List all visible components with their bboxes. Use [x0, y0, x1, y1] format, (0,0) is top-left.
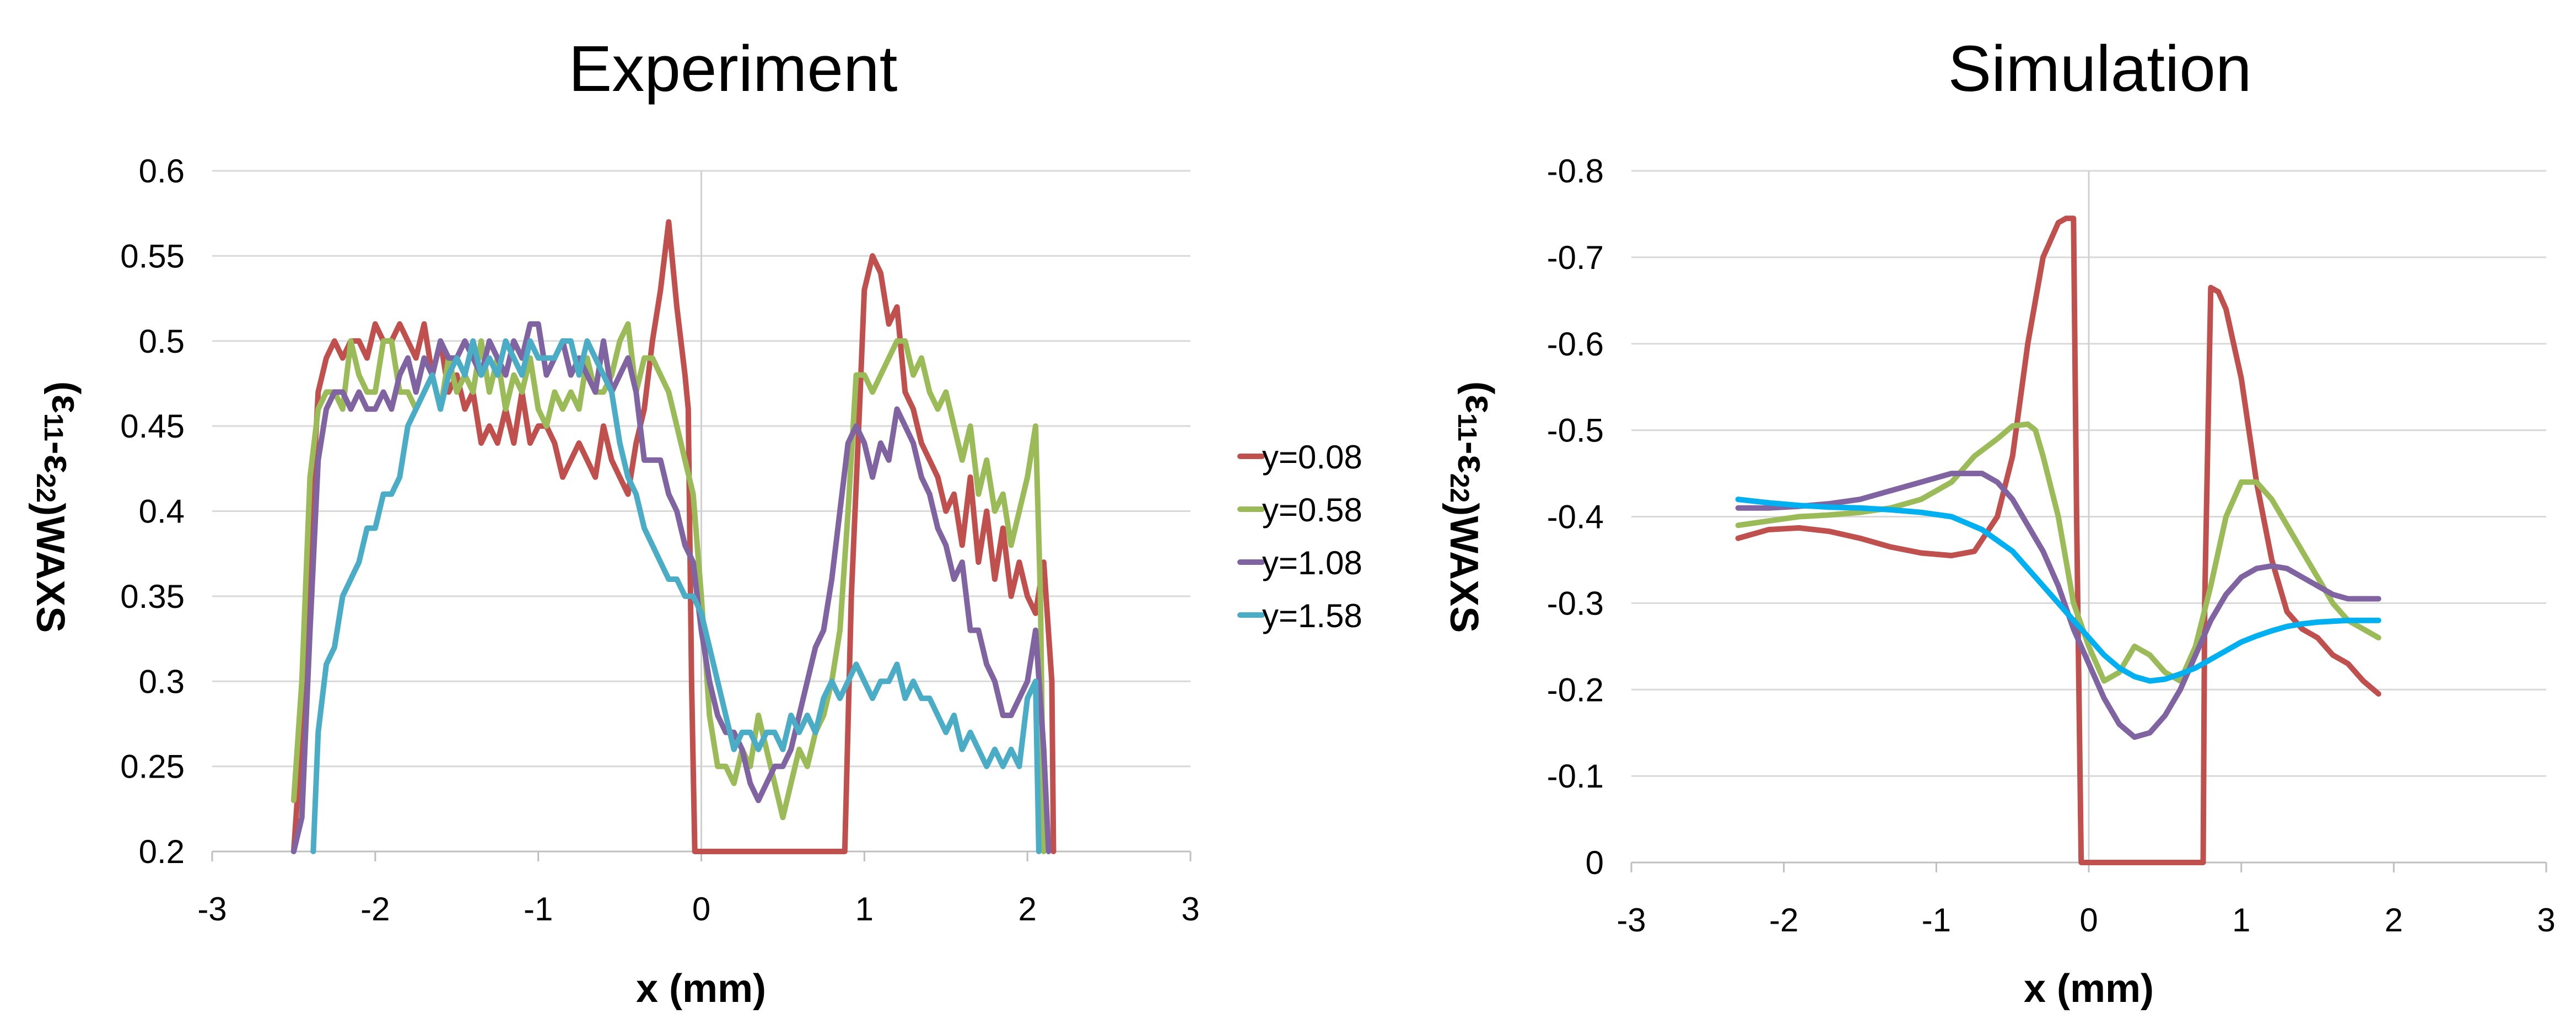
y-tick-label: -0.4 [1547, 499, 1604, 536]
x-tick-label: -3 [197, 891, 227, 928]
y-tick-label: 0 [1586, 844, 1604, 881]
x-tick-label: 1 [2232, 902, 2250, 939]
x-tick-label: 2 [1018, 891, 1036, 928]
legend-entry: y=0.08 [1262, 439, 1362, 476]
x-tick-label: -2 [360, 891, 390, 928]
legend-entry: y=1.08 [1262, 544, 1362, 581]
y-tick-label: -0.1 [1547, 758, 1604, 795]
y-tick-label: -0.8 [1547, 153, 1604, 190]
y-tick-label: 0.25 [120, 748, 185, 785]
tick-labels: 0 -0.1 -0.2 -0.3 -0.4 -0.5 -0.6 -0.7 -0.8 -3 -2 -1 0… [1547, 153, 2556, 939]
y-tick-label: -0.5 [1547, 412, 1604, 449]
x-tick-label: -3 [1616, 902, 1646, 939]
series-line-y=1.58 [310, 338, 1042, 854]
series-line-y=0.58 [290, 321, 1047, 854]
y-tick-label: 0.4 [139, 493, 185, 530]
y-tick-label: 0.6 [139, 153, 185, 190]
grid [211, 170, 1192, 861]
y-tick-label: -0.2 [1547, 671, 1604, 708]
x-tick-label: 0 [692, 891, 710, 928]
x-tick-label: -2 [1769, 902, 1798, 939]
chart-title: Experiment [569, 33, 898, 105]
series-line-y=1.58 [1735, 497, 2381, 684]
y-tick-label: 0.5 [139, 323, 185, 360]
x-tick-label: 1 [855, 891, 874, 928]
series-line-y=0.08 [1735, 215, 2381, 865]
experiment-chart: Experiment 0.20.250.30.350.40.450.50.550… [28, 33, 1200, 1011]
x-tick-label: 0 [2079, 902, 2098, 939]
y-tick-label: 0.55 [120, 238, 185, 274]
series-line-y=0.58 [1735, 421, 2381, 684]
x-tick-label: 3 [2537, 902, 2555, 939]
y-tick-label: 0.35 [120, 578, 185, 615]
y-tick-label: -0.3 [1547, 585, 1604, 622]
x-tick-label: 3 [1181, 891, 1199, 928]
y-axis-label: (ε11-ε22)WAXS [28, 381, 88, 633]
legend: y=0.08 y=0.58 y=1.08 y=1.58 [1237, 439, 1362, 634]
legend-entry: y=0.58 [1262, 492, 1362, 529]
legend-entry: y=1.58 [1262, 597, 1362, 634]
x-axis-label: x (mm) [636, 967, 766, 1011]
simulation-chart: Simulation 0 -0.1 -0.2 -0.3 -0.4 -0.5 -0.6 -0.7… [1442, 33, 2556, 1011]
chart-title: Simulation [1948, 33, 2252, 105]
x-tick-label: -1 [1922, 902, 1951, 939]
series-line-y=0.08 [290, 219, 1057, 854]
y-tick-label: 0.45 [120, 408, 185, 445]
series-line-y=1.08 [290, 321, 1052, 854]
x-tick-label: 2 [2385, 902, 2403, 939]
y-tick-label: 0.3 [139, 663, 185, 700]
y-tick-label: -0.7 [1547, 239, 1604, 276]
y-axis-label: (ε11-ε22)WAXS [1442, 381, 1501, 633]
series-lines [290, 219, 1057, 854]
y-tick-label: -0.6 [1547, 326, 1604, 363]
series-lines [1735, 215, 2381, 865]
x-axis-label: x (mm) [2024, 967, 2154, 1011]
y-tick-label: 0.2 [139, 833, 185, 870]
tick-labels: 0.2 0.25 0.3 0.35 0.4 0.45 0.5 0.55 0.6 -3 -2 -1 0 1 2… [120, 153, 1199, 928]
x-tick-label: -1 [524, 891, 553, 928]
series-line-y=1.08 [1735, 471, 2381, 740]
